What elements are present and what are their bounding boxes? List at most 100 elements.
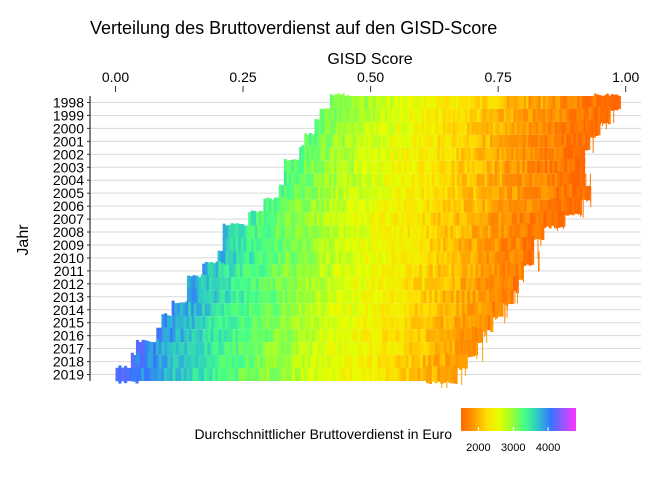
heatmap-cell: [308, 225, 312, 239]
heatmap-cell: [295, 212, 299, 226]
heatmap-cell: [261, 211, 265, 228]
heatmap-cell: [466, 339, 470, 358]
heatmap-cell: [570, 160, 572, 176]
heatmap-cell: [420, 251, 424, 265]
heatmap-cell: [417, 251, 421, 265]
heatmap-cell: [361, 225, 365, 239]
heatmap-cell: [266, 368, 270, 381]
heatmap-cell: [440, 342, 444, 356]
heatmap-cell: [450, 96, 454, 109]
heatmap-cell: [455, 108, 459, 122]
heatmap-cell: [403, 329, 407, 343]
heatmap-cell: [282, 303, 286, 317]
heatmap-cell: [409, 238, 413, 252]
heatmap-cell: [353, 147, 357, 161]
heatmap-cell: [363, 316, 367, 330]
heatmap-cell: [441, 160, 445, 174]
heatmap-cell: [290, 290, 294, 304]
heatmap-cell: [262, 355, 266, 369]
heatmap-cell: [225, 290, 229, 304]
heatmap-cell: [295, 342, 299, 356]
heatmap-cell: [330, 277, 334, 291]
heatmap-cell: [382, 212, 386, 226]
heatmap-cell: [330, 147, 333, 161]
heatmap-cell: [507, 121, 511, 135]
heatmap-cell: [316, 355, 320, 369]
heatmap-cell: [382, 329, 386, 343]
heatmap-cell: [263, 198, 267, 214]
heatmap-cell: [270, 251, 274, 265]
heatmap-cell: [286, 171, 290, 189]
heatmap-cell: [425, 251, 429, 265]
heatmap-cell: [172, 326, 176, 345]
heatmap-cell: [561, 134, 565, 148]
heatmap-cell: [432, 134, 436, 148]
heatmap-cell: [461, 160, 465, 174]
heatmap-cell: [484, 160, 488, 174]
heatmap-cell: [188, 302, 192, 318]
heatmap-cell: [233, 238, 236, 252]
heatmap-cell: [212, 355, 216, 369]
heatmap-cell: [389, 108, 393, 122]
heatmap-cell: [345, 121, 349, 135]
heatmap-cell: [366, 342, 370, 356]
heatmap-cell: [279, 212, 283, 226]
heatmap-cell: [506, 147, 509, 161]
heatmap-cell: [425, 355, 429, 369]
heatmap-cell: [487, 160, 490, 174]
heatmap-cell: [371, 160, 375, 174]
heatmap-cell: [379, 186, 383, 200]
heatmap-cell: [358, 199, 362, 213]
heatmap-cell: [473, 251, 477, 265]
heatmap-cell: [502, 261, 506, 281]
heatmap-cell: [389, 134, 393, 148]
heatmap-cell: [365, 108, 369, 122]
heatmap-cell: [402, 121, 406, 135]
heatmap-cell: [366, 173, 370, 187]
heatmap-cell: [403, 368, 407, 381]
heatmap-cell: [274, 316, 278, 330]
heatmap-cell: [412, 251, 416, 265]
heatmap-cell: [354, 121, 358, 135]
heatmap-cell: [405, 277, 409, 291]
heatmap-cell: [507, 238, 511, 252]
heatmap-cell: [410, 225, 414, 239]
heatmap-cell: [215, 355, 219, 369]
heatmap-cell: [265, 303, 269, 317]
heatmap-cell: [449, 147, 452, 161]
heatmap-cell: [547, 160, 551, 174]
heatmap-cell: [422, 355, 426, 369]
heatmap-cell: [246, 251, 250, 265]
heatmap-cell: [300, 225, 304, 239]
heatmap-cell: [316, 277, 320, 291]
heatmap-cell: [215, 303, 219, 317]
heatmap-cell: [207, 303, 211, 317]
heatmap-cell: [576, 96, 580, 109]
heatmap-cell: [368, 199, 372, 213]
heatmap-cell: [322, 264, 326, 278]
heatmap-cell: [414, 212, 418, 226]
heatmap-cell: [197, 277, 202, 291]
heatmap-cell: [515, 108, 519, 122]
heatmap-cell: [445, 238, 449, 252]
heatmap-cell: [351, 303, 355, 317]
heatmap-cell: [501, 108, 505, 122]
heatmap-cell: [396, 147, 400, 161]
heatmap-cell: [470, 96, 474, 109]
heatmap-cell: [237, 303, 242, 317]
heatmap-cell: [490, 199, 494, 213]
heatmap-cell: [515, 263, 519, 279]
heatmap-cell: [326, 120, 330, 136]
heatmap-cell: [360, 342, 365, 356]
heatmap-cell: [421, 199, 425, 213]
heatmap-cell: [530, 96, 534, 109]
heatmap-cell: [323, 238, 327, 252]
heatmap-cell: [411, 238, 415, 252]
heatmap-cell: [537, 238, 539, 259]
heatmap-cell: [478, 251, 482, 265]
heatmap-cell: [446, 277, 450, 291]
heatmap-cell: [456, 173, 460, 187]
heatmap-cell: [208, 329, 212, 343]
y-tick-label: 2013: [53, 289, 84, 305]
heatmap-cell: [448, 316, 452, 330]
